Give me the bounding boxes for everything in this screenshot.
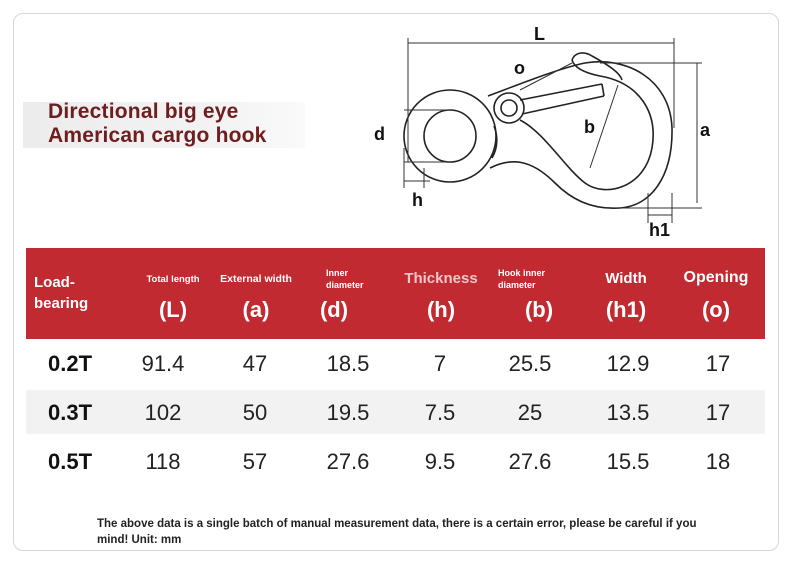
product-title-line-1: Directional big eye bbox=[48, 100, 239, 123]
cell-thickness: 7 bbox=[433, 351, 447, 376]
header-load-bearing: Load- bearing bbox=[34, 272, 144, 332]
product-title-line-2: American cargo hook bbox=[48, 124, 267, 147]
dim-label-h: h bbox=[412, 190, 423, 210]
cell-load-bearing: 0.3T bbox=[47, 400, 93, 425]
measurement-note: The above data is a single batch of manu… bbox=[97, 518, 697, 546]
dim-b-line bbox=[589, 84, 619, 169]
header-inner-diameter-symbol: (d) bbox=[319, 297, 349, 322]
hook-tip bbox=[571, 52, 623, 81]
cell-width: 13.5 bbox=[606, 400, 650, 425]
header-opening-label: Opening bbox=[683, 269, 749, 286]
gate-upper-edge bbox=[519, 83, 603, 101]
gate-lower-edge bbox=[521, 95, 605, 115]
cell-hook-inner-diameter: 27.6 bbox=[508, 449, 552, 474]
dim-label-o: o bbox=[514, 58, 525, 78]
header-external-width-label: External width bbox=[220, 273, 292, 285]
gate-pivot-inner bbox=[500, 99, 518, 117]
spec-table-header: Load- bearing Total length (L) External … bbox=[26, 248, 765, 339]
header-hook-inner-diameter-symbol: (b) bbox=[524, 297, 554, 322]
cell-inner-diameter: 18.5 bbox=[326, 351, 370, 376]
cell-total-length: 118 bbox=[145, 449, 181, 474]
cell-hook-inner-diameter: 25.5 bbox=[508, 351, 552, 376]
header-load-bearing-label: Load- bearing bbox=[34, 274, 89, 312]
cell-inner-diameter: 27.6 bbox=[326, 449, 370, 474]
title-banner bbox=[23, 102, 305, 148]
cell-load-bearing: 0.2T bbox=[47, 351, 93, 376]
hook-body-outer bbox=[487, 61, 673, 209]
eye-inner-ring bbox=[423, 109, 477, 163]
header-opening-symbol: (o) bbox=[701, 297, 731, 322]
header-hook-inner-diameter: Hook inner diameter (b) bbox=[476, 248, 596, 339]
header-width-label: Width bbox=[605, 270, 647, 287]
gate-end bbox=[601, 83, 605, 97]
eye-neck-lower bbox=[491, 125, 498, 159]
row-stripe-2 bbox=[26, 390, 765, 434]
header-thickness: Thickness (h) bbox=[386, 248, 496, 339]
hook-body-inner bbox=[519, 59, 654, 191]
header-hook-inner-diameter-label: Hook inner diameter bbox=[498, 268, 546, 290]
dim-label-b: b bbox=[584, 117, 595, 137]
header-inner-diameter: Inner diameter (d) bbox=[294, 248, 404, 339]
gate-pivot-outer bbox=[493, 92, 525, 124]
header-thickness-label: Thickness bbox=[404, 270, 478, 287]
header-external-width-symbol: (a) bbox=[242, 297, 270, 322]
cell-hook-inner-diameter: 25 bbox=[517, 400, 543, 425]
dim-label-d: d bbox=[374, 124, 385, 144]
cell-opening: 17 bbox=[705, 400, 731, 425]
dim-label-L: L bbox=[534, 24, 545, 44]
hook-dimension-diagram: L o d b a h h1 bbox=[374, 24, 711, 240]
dim-label-a: a bbox=[700, 120, 711, 140]
dim-label-h1: h1 bbox=[649, 220, 670, 240]
header-thickness-symbol: (h) bbox=[426, 297, 456, 322]
header-opening: Opening (o) bbox=[661, 248, 771, 339]
cell-external-width: 50 bbox=[242, 400, 268, 425]
cell-width: 12.9 bbox=[606, 351, 650, 376]
cell-width: 15.5 bbox=[606, 449, 650, 474]
dim-o-line bbox=[519, 62, 573, 91]
cell-external-width: 47 bbox=[242, 351, 268, 376]
header-width: Width (h1) bbox=[571, 248, 681, 339]
cell-inner-diameter: 19.5 bbox=[326, 400, 370, 425]
header-external-width: External width (a) bbox=[201, 248, 311, 339]
cell-opening: 17 bbox=[705, 351, 731, 376]
eye-outer-ring bbox=[403, 89, 497, 183]
cell-total-length: 91.4 bbox=[141, 351, 185, 376]
header-total-length: Total length (L) bbox=[118, 248, 228, 339]
header-total-length-symbol: (L) bbox=[158, 297, 188, 322]
header-width-symbol: (h1) bbox=[605, 297, 647, 322]
cell-opening: 18 bbox=[705, 449, 731, 474]
cell-thickness: 7.5 bbox=[424, 400, 456, 425]
cell-total-length: 102 bbox=[144, 400, 182, 425]
cell-external-width: 57 bbox=[242, 449, 268, 474]
cell-load-bearing: 0.5T bbox=[47, 449, 93, 474]
cell-thickness: 9.5 bbox=[424, 449, 456, 474]
header-inner-diameter-label: Inner diameter bbox=[326, 268, 364, 290]
header-total-length-label: Total length bbox=[146, 274, 200, 285]
